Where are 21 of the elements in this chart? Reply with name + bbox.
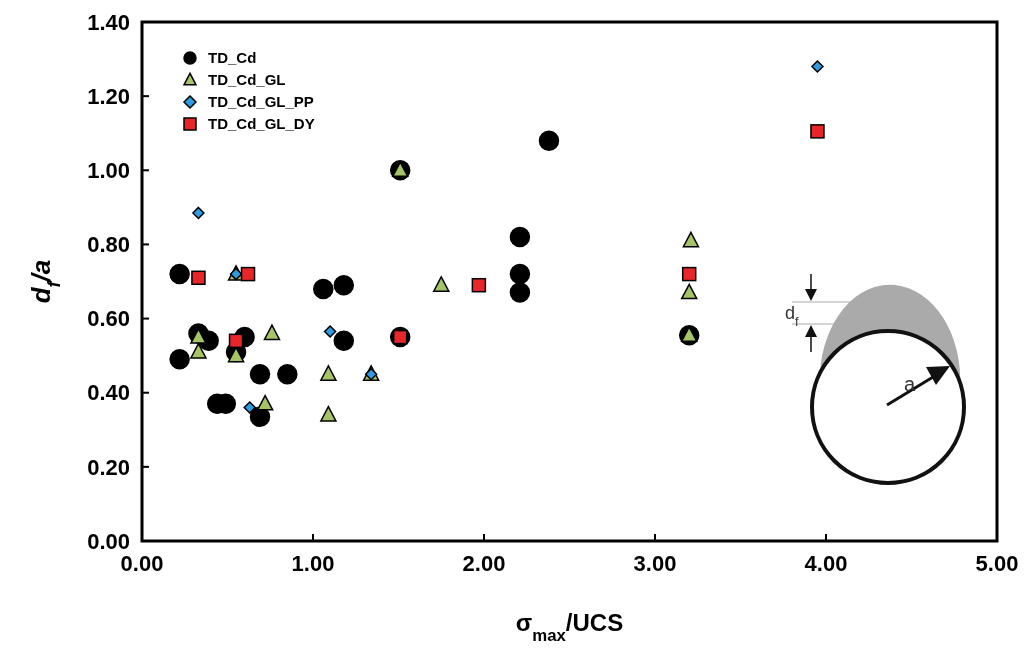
y-tick-label: 0.80 — [87, 232, 130, 258]
legend-label: TD_Cd_GL_DY — [208, 115, 315, 133]
y-tick-label: 1.20 — [87, 83, 130, 109]
x-tick-label: 2.00 — [462, 551, 506, 576]
x-tick-label: 5.00 — [975, 551, 1019, 576]
y-tick-label: 0.20 — [87, 454, 130, 480]
y-tick-label: 1.40 — [87, 9, 130, 35]
x-tick-label: 1.00 — [291, 551, 335, 576]
x-tick-label: 3.00 — [633, 551, 677, 576]
annotation: d$_{f}$ — [785, 303, 800, 329]
x-tick-label: 0.00 — [120, 551, 164, 576]
legend-label: TD_Cd — [208, 49, 257, 67]
y-tick-label: 0.00 — [87, 528, 130, 554]
legend-label: TD_Cd_GL_PP — [208, 93, 314, 111]
x-tick-label: 4.00 — [804, 551, 848, 576]
y-tick-label: 1.00 — [87, 157, 130, 183]
y-tick-label: 0.40 — [87, 380, 130, 406]
x-axis-title: σ$_{max}$/UCS — [515, 609, 624, 645]
legend-label: TD_Cd_GL — [208, 71, 286, 89]
annotation: a — [904, 373, 916, 395]
y-tick-label: 0.60 — [87, 306, 130, 332]
